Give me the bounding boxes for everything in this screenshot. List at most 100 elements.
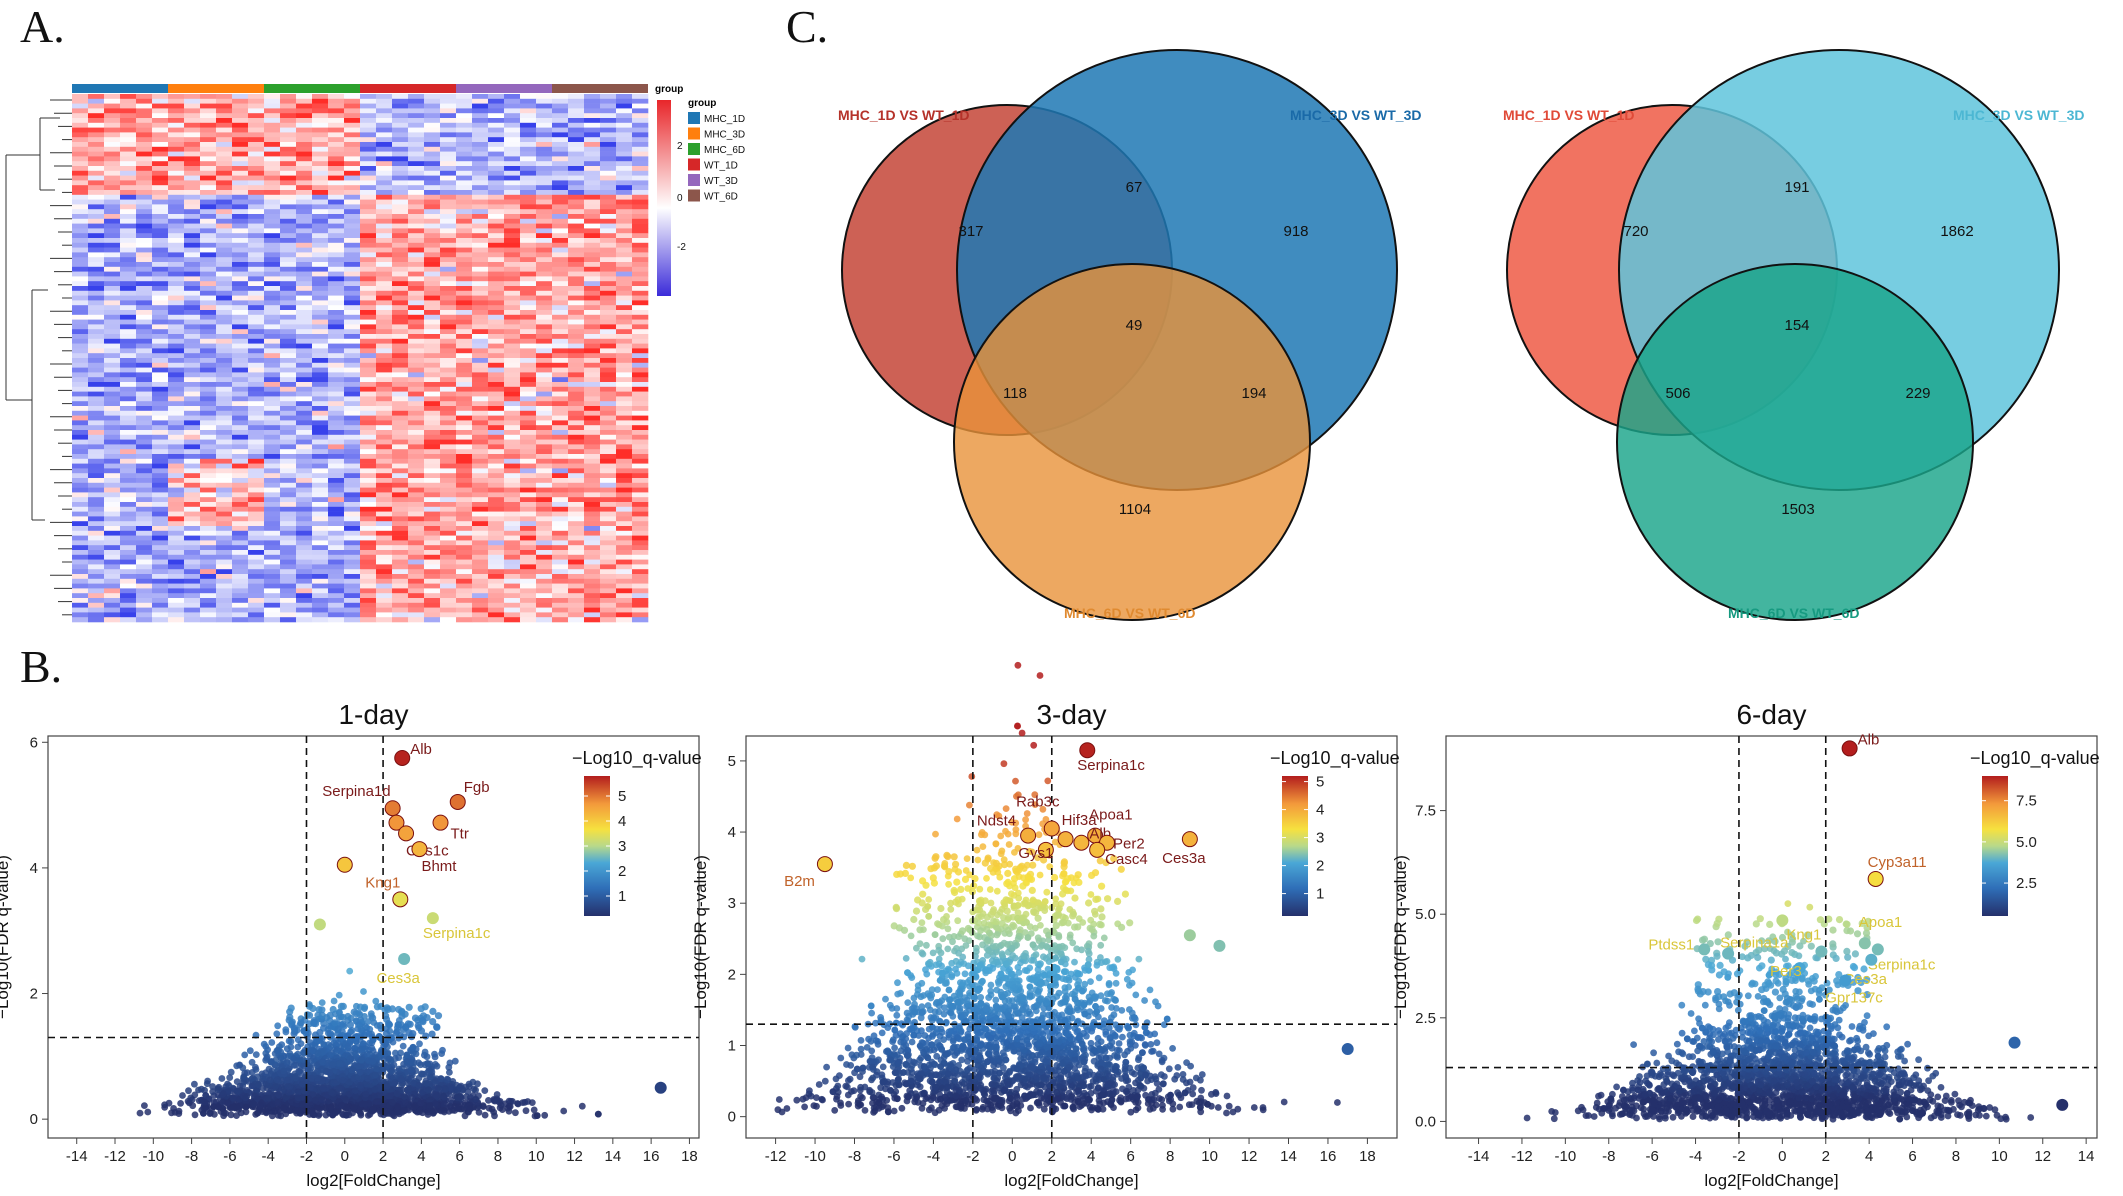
heatmap-legend-title: group [688, 98, 716, 109]
x-tick-label: -14 [1468, 1148, 1490, 1165]
x-tick-label: 6 [1908, 1148, 1916, 1165]
volcano-point-label: Per2 [1113, 836, 1145, 853]
volcano-point [1043, 820, 1060, 837]
volcano-point [449, 793, 466, 810]
heatmap-group-bar-segment [456, 84, 552, 93]
x-tick-label: 12 [566, 1148, 583, 1165]
volcano-point-label: Ptdss1 [1648, 936, 1694, 953]
volcano-point [1841, 740, 1858, 757]
volcano-title: 1-day [338, 699, 408, 730]
volcano-6day: 6-day -14 -12 -10 -8 -6 -4 -2 0 2 4 6 8 10 12 14 0.0 2.5 5… [1391, 699, 2100, 1190]
x-tick-label: 8 [1952, 1148, 1960, 1165]
volcano-point-label: Hif3a [1062, 812, 1098, 829]
y-tick-label: 1 [728, 1038, 736, 1055]
volcano-point [1839, 974, 1852, 987]
volcano-point [392, 891, 409, 908]
y-tick-label: 0 [30, 1111, 38, 1128]
x-tick-label: -4 [262, 1148, 275, 1165]
volcano-point-label: Serpina1c [1868, 956, 1936, 973]
x-tick-label: -12 [1511, 1148, 1533, 1165]
heatmap-group-label: group [655, 84, 683, 95]
volcano-point [1793, 962, 1806, 975]
venn-left-only-a: 317 [958, 223, 983, 240]
volcano-point [1867, 870, 1884, 887]
x-tick-label: 2 [1822, 1148, 1830, 1165]
heatmap-legend-item: WT_1D [704, 161, 738, 172]
colorbar-tick-label: 1 [1316, 886, 1324, 903]
volcano-point-label: Serpina1d [322, 783, 390, 800]
x-axis-label: log2[FoldChange] [306, 1171, 440, 1190]
x-tick-label: -10 [142, 1148, 164, 1165]
volcano-point-label: Apoa1 [1089, 807, 1132, 824]
heatmap-colorbar [657, 100, 671, 296]
x-tick-label: -14 [66, 1148, 88, 1165]
x-tick-label: 16 [643, 1148, 660, 1165]
volcano-point [1057, 831, 1074, 848]
x-tick-label: -12 [104, 1148, 126, 1165]
volcano-point [1181, 831, 1198, 848]
volcano-point [2008, 1036, 2021, 1049]
volcano-title: 6-day [1736, 699, 1806, 730]
heatmap-group-bar [72, 84, 648, 93]
heatmap-dendrogram [5, 99, 72, 616]
volcano-point [411, 841, 428, 858]
x-tick-label: -10 [1555, 1148, 1577, 1165]
volcano-point-label: Serpina1a [1720, 935, 1789, 952]
x-tick-label: 8 [1166, 1148, 1174, 1165]
venn-left-ab: 67 [1126, 179, 1143, 196]
volcano-point-label: Ttr [451, 826, 469, 843]
heatmap-group-bar-segment [168, 84, 264, 93]
x-tick-label: -4 [927, 1148, 940, 1165]
volcano-point-label: Rab3c [1016, 793, 1060, 810]
volcano-point [426, 912, 439, 925]
y-tick-label: 0.0 [1415, 1113, 1436, 1130]
volcano-point [1037, 841, 1054, 858]
x-tick-label: -2 [300, 1148, 313, 1165]
y-tick-label: 2.5 [1415, 1010, 1436, 1027]
volcano-point-label: Ndst4 [977, 813, 1016, 830]
heatmap-colorbar-tick: 2 [677, 141, 683, 152]
heatmap-legend-item: MHC_3D [704, 130, 745, 141]
x-tick-label: 10 [1201, 1148, 1218, 1165]
x-tick-label: 4 [1865, 1148, 1873, 1165]
y-tick-label: 7.5 [1415, 803, 1436, 820]
x-axis-label: log2[FoldChange] [1004, 1171, 1138, 1190]
venn-left-circle-c [953, 263, 1311, 621]
colorbar-tick-label: 5 [618, 788, 626, 805]
x-tick-label: -6 [1645, 1148, 1658, 1165]
volcano-point-label: Alb [410, 741, 432, 758]
x-tick-label: 12 [2034, 1148, 2051, 1165]
volcano-point [1020, 827, 1037, 844]
volcano-point [398, 825, 415, 842]
colorbar-tick-label: 7.5 [2016, 793, 2037, 810]
venn-left-abc: 49 [1126, 317, 1143, 334]
colorbar-tick-label: 5.0 [2016, 834, 2037, 851]
venn-left: MHC_1D VS WT_1D MHC_3D VS WT_3D MHC_6D V… [838, 49, 1421, 621]
colorbar-tick-label: 2 [618, 863, 626, 880]
venn-left-only-b: 918 [1283, 223, 1308, 240]
y-tick-label: 4 [30, 860, 38, 877]
volcano-point-label: Ces3a [1162, 850, 1206, 867]
x-tick-label: 16 [1320, 1148, 1337, 1165]
volcano-point-label: Serpina1c [423, 925, 491, 942]
venn-left-ac: 118 [1003, 385, 1027, 402]
x-tick-label: 8 [494, 1148, 502, 1165]
venn-right-bc: 229 [1905, 385, 1930, 402]
heatmap-legend-swatch [688, 127, 700, 140]
venn-right-set-a: MHC_1D VS WT_1D [1503, 107, 1634, 123]
venn-right: MHC_1D VS WT_1D MHC_3D VS WT_3D MHC_6D V… [1503, 49, 2084, 621]
y-tick-label: 5 [728, 753, 736, 770]
volcano-point [336, 856, 353, 873]
x-tick-label: 18 [681, 1148, 698, 1165]
colorbar-tick-label: 1 [618, 888, 626, 905]
volcano-point-label: Serpina1c [1077, 757, 1145, 774]
x-tick-label: -8 [1602, 1148, 1615, 1165]
x-tick-label: -6 [887, 1148, 900, 1165]
colorbar-title: −Log10_q-value [1970, 748, 2100, 769]
heatmap-legend-item: WT_6D [704, 192, 738, 203]
colorbar-tick-label: 2 [1316, 858, 1324, 875]
heatmap-legend-swatch [688, 112, 700, 124]
venn-right-ac: 506 [1665, 385, 1690, 402]
x-tick-label: 2 [379, 1148, 387, 1165]
